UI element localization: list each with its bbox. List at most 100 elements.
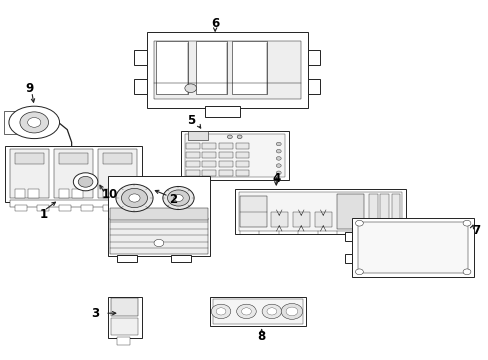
Bar <box>59 153 88 164</box>
Bar <box>10 200 137 207</box>
Bar <box>344 232 351 241</box>
Bar <box>134 50 146 65</box>
Bar <box>188 131 207 140</box>
Circle shape <box>276 149 281 153</box>
Text: 1: 1 <box>40 208 48 221</box>
Bar <box>234 189 405 234</box>
Bar <box>185 161 199 167</box>
Text: 5: 5 <box>186 114 194 127</box>
Bar <box>111 318 138 335</box>
Bar <box>315 212 331 227</box>
Bar <box>205 106 239 117</box>
Circle shape <box>237 135 242 139</box>
Circle shape <box>20 112 48 133</box>
Circle shape <box>173 194 183 202</box>
Circle shape <box>462 220 470 226</box>
Bar <box>181 131 288 180</box>
Circle shape <box>121 188 147 208</box>
Bar <box>156 41 188 94</box>
Bar <box>72 189 83 198</box>
Circle shape <box>163 186 194 210</box>
Bar <box>65 153 89 164</box>
Bar <box>202 143 216 149</box>
Bar <box>4 111 16 134</box>
Bar <box>107 176 210 256</box>
Bar <box>195 41 227 94</box>
Circle shape <box>227 135 232 139</box>
Bar <box>219 161 232 167</box>
Bar <box>202 170 216 176</box>
Bar <box>116 189 127 198</box>
Text: 2: 2 <box>169 193 177 206</box>
Bar <box>15 205 27 211</box>
Bar <box>357 222 468 273</box>
Bar <box>235 143 249 149</box>
Circle shape <box>241 308 251 315</box>
Bar <box>239 196 266 227</box>
Bar <box>307 50 320 65</box>
Circle shape <box>116 184 153 212</box>
Circle shape <box>355 269 363 275</box>
Bar <box>368 194 377 229</box>
Bar <box>238 192 401 231</box>
Bar <box>15 153 44 164</box>
Bar <box>235 170 249 176</box>
Bar <box>59 205 71 211</box>
Circle shape <box>355 220 363 226</box>
Circle shape <box>73 173 98 191</box>
Circle shape <box>266 308 276 315</box>
Bar <box>107 297 142 338</box>
Circle shape <box>184 84 196 93</box>
Bar <box>102 189 113 198</box>
Bar <box>146 32 307 108</box>
Bar <box>202 161 216 167</box>
Bar <box>28 189 39 198</box>
Bar <box>117 337 129 345</box>
Bar <box>380 194 388 229</box>
Bar <box>81 205 93 211</box>
Bar <box>337 194 364 229</box>
Bar <box>117 255 137 262</box>
Bar <box>235 161 249 167</box>
Circle shape <box>276 157 281 160</box>
Bar <box>185 170 199 176</box>
Circle shape <box>211 304 230 319</box>
Circle shape <box>276 171 281 175</box>
Bar <box>391 194 400 229</box>
Bar <box>110 218 207 254</box>
Bar <box>15 189 25 198</box>
Bar <box>37 205 49 211</box>
Bar <box>219 143 232 149</box>
Circle shape <box>276 164 281 167</box>
Bar <box>102 205 115 211</box>
Bar <box>293 212 309 227</box>
Circle shape <box>236 304 256 319</box>
Bar <box>102 153 132 164</box>
Bar <box>98 149 137 198</box>
Bar <box>71 173 102 191</box>
Bar <box>210 297 305 326</box>
Bar <box>10 149 49 198</box>
Text: 10: 10 <box>102 188 118 201</box>
Bar <box>5 146 142 202</box>
Circle shape <box>167 190 189 206</box>
Text: 4: 4 <box>272 172 280 185</box>
Text: 9: 9 <box>25 82 33 95</box>
Bar <box>232 41 266 94</box>
Bar <box>344 254 351 263</box>
Circle shape <box>262 304 281 319</box>
Bar <box>219 152 232 158</box>
Bar <box>185 143 199 149</box>
Circle shape <box>154 239 163 247</box>
Circle shape <box>462 269 470 275</box>
Circle shape <box>27 117 41 127</box>
Bar <box>59 189 69 198</box>
Bar <box>184 134 284 177</box>
Bar <box>307 79 320 94</box>
Bar <box>235 152 249 158</box>
Circle shape <box>216 308 225 315</box>
Bar <box>111 298 138 316</box>
Bar <box>134 79 146 94</box>
Circle shape <box>281 303 302 319</box>
Circle shape <box>78 176 93 187</box>
